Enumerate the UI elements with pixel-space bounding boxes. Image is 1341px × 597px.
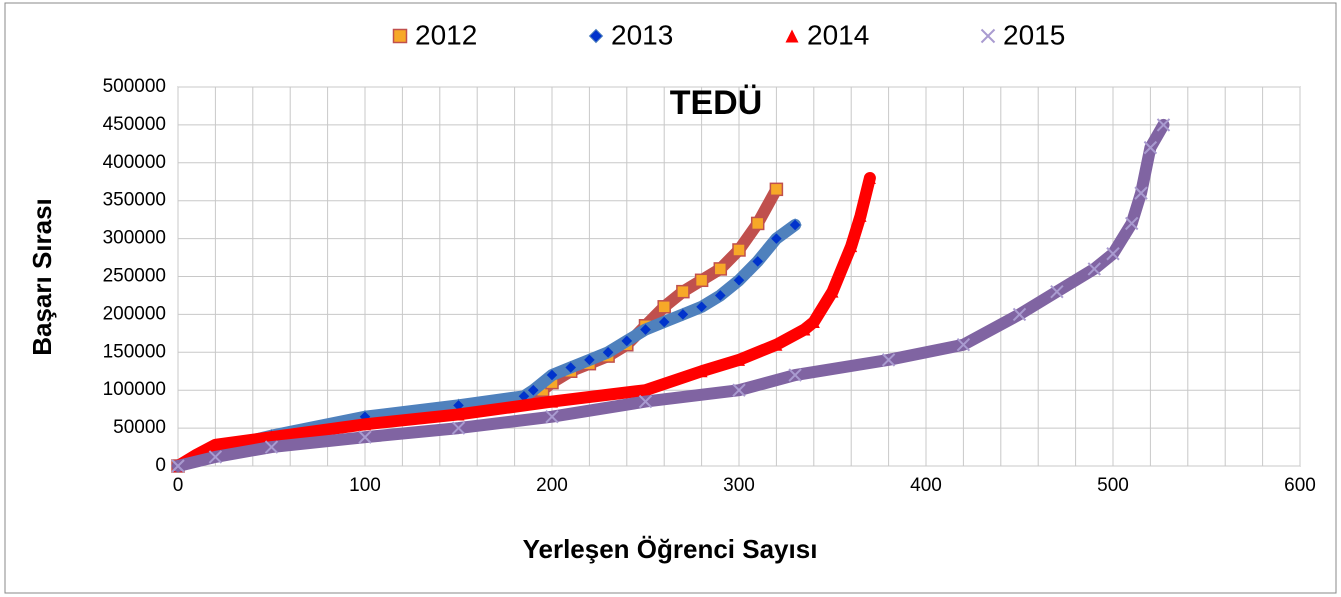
y-tick-label: 250000 — [103, 266, 166, 287]
point — [1124, 216, 1139, 231]
legend-marker — [785, 29, 799, 43]
point — [620, 334, 634, 348]
point — [1143, 140, 1158, 155]
point — [788, 218, 802, 232]
point — [956, 338, 971, 352]
point — [638, 394, 653, 409]
x-tick-label: 0 — [173, 475, 184, 496]
point — [854, 209, 867, 222]
point — [788, 368, 802, 382]
point — [1050, 284, 1064, 299]
point — [526, 383, 541, 397]
point — [1134, 186, 1148, 200]
legend-marker — [588, 28, 604, 44]
point — [694, 273, 709, 288]
legend-label: 2014 — [807, 19, 869, 50]
point — [358, 430, 372, 444]
point — [546, 395, 558, 408]
x-tick-label: 200 — [536, 475, 568, 496]
point — [1156, 118, 1171, 132]
point — [798, 323, 811, 336]
point — [676, 284, 690, 299]
point — [732, 243, 746, 257]
point — [695, 365, 708, 378]
point — [733, 353, 745, 366]
y-tick-label: 300000 — [103, 228, 166, 249]
point — [1087, 262, 1102, 276]
legend-label: 2013 — [611, 19, 673, 50]
point — [863, 171, 876, 184]
point — [264, 440, 279, 454]
x-axis-label: Yerleşen Öğrenci Sayısı — [523, 534, 818, 564]
point — [582, 353, 597, 367]
point — [807, 315, 820, 328]
point — [676, 307, 690, 322]
x-tick-label: 100 — [349, 475, 381, 496]
point — [826, 285, 839, 298]
x-tick-label: 600 — [1284, 475, 1316, 496]
y-axis-label: Başarı Sırası — [27, 198, 57, 356]
point — [1106, 247, 1120, 261]
legend-marker — [980, 28, 996, 44]
point — [638, 322, 653, 337]
point — [639, 384, 652, 397]
point — [770, 338, 783, 351]
legend-label: 2012 — [415, 19, 477, 50]
x-tick-label: 300 — [723, 475, 755, 496]
y-tick-label: 0 — [155, 455, 166, 476]
point — [545, 368, 559, 382]
point — [694, 300, 709, 314]
legend-label: 2015 — [1003, 19, 1065, 50]
x-tick-label: 500 — [1097, 475, 1129, 496]
point — [1012, 307, 1027, 322]
point — [545, 410, 559, 424]
point — [732, 383, 746, 397]
point — [451, 421, 466, 435]
point — [601, 345, 615, 360]
point — [171, 459, 185, 473]
point — [713, 262, 728, 276]
chart-title: TEDÜ — [670, 84, 763, 122]
y-tick-label: 450000 — [103, 114, 166, 135]
point — [209, 438, 222, 451]
y-tick-label: 200000 — [103, 303, 166, 324]
point — [769, 231, 784, 246]
point — [750, 216, 765, 231]
point — [452, 408, 465, 421]
point — [881, 353, 896, 367]
point — [845, 240, 858, 253]
legend-marker — [392, 28, 408, 44]
point — [208, 450, 223, 464]
y-tick-label: 150000 — [103, 341, 166, 362]
y-tick-label: 100000 — [103, 379, 166, 400]
y-tick-label: 500000 — [103, 76, 166, 97]
y-tick-label: 350000 — [103, 190, 166, 211]
x-tick-label: 400 — [910, 475, 942, 496]
point — [713, 288, 728, 303]
y-tick-label: 50000 — [113, 417, 166, 438]
point — [657, 300, 671, 314]
point — [265, 431, 278, 444]
y-tick-label: 400000 — [103, 152, 166, 173]
point — [657, 315, 671, 329]
point — [563, 360, 578, 375]
point — [732, 273, 746, 287]
point — [769, 182, 784, 197]
point — [359, 418, 371, 431]
point — [750, 254, 765, 269]
